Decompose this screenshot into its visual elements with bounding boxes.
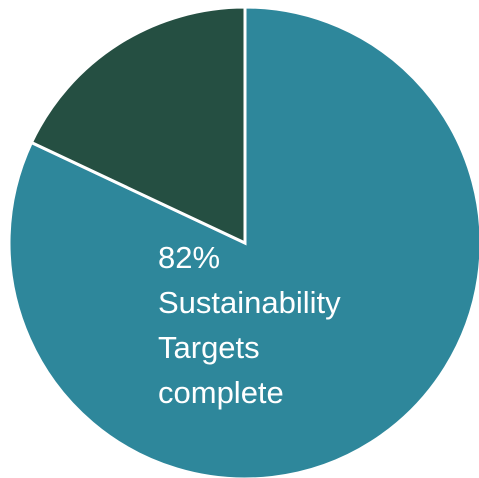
label-line-complete: complete xyxy=(158,375,284,410)
pie-slice-1 xyxy=(29,5,247,246)
slice-label: 82% Sustainability Targets complete xyxy=(158,240,345,410)
label-percent: 82% xyxy=(158,240,220,275)
label-line-targets: Targets xyxy=(158,330,260,365)
pie-slices xyxy=(7,5,479,478)
pie-slice-0 xyxy=(7,5,479,478)
label-line-sustainability: Sustainability xyxy=(158,285,341,320)
